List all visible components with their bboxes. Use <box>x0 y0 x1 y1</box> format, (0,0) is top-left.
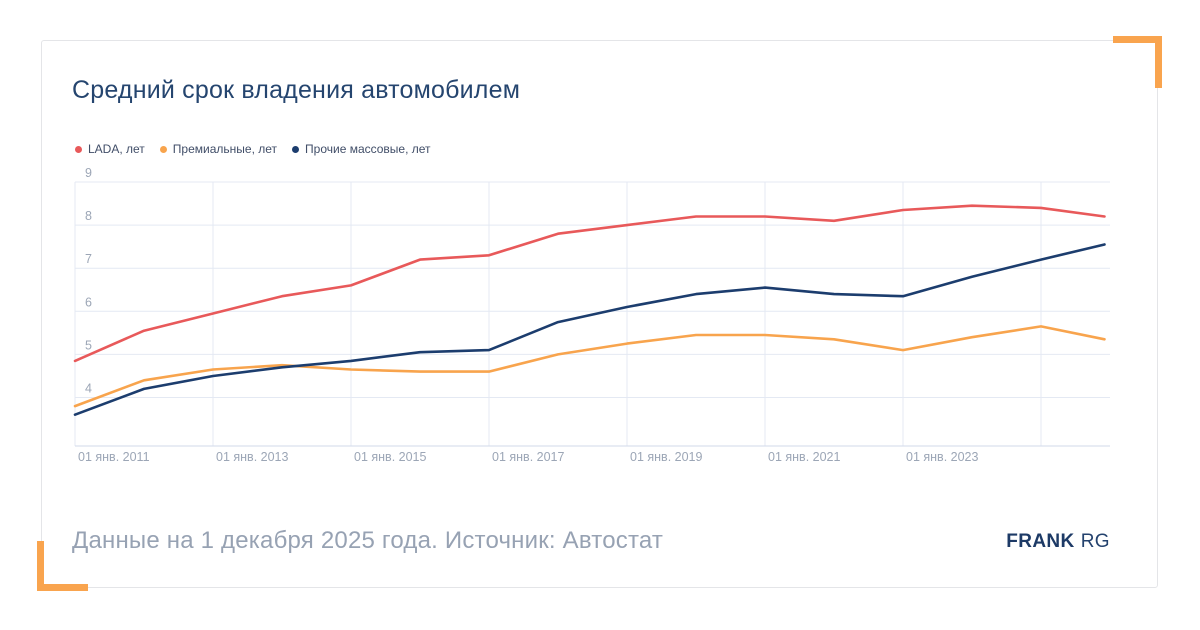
gridlines <box>74 181 1110 447</box>
svg-text:8: 8 <box>85 209 92 223</box>
legend-item-lada: LADA, лет <box>75 142 145 156</box>
corner-bracket-bottom-left <box>37 541 88 591</box>
chart-lines <box>73 204 1106 417</box>
svg-text:4: 4 <box>85 382 92 396</box>
legend-label: Прочие массовые, лет <box>305 142 431 156</box>
svg-text:01 янв. 2013: 01 янв. 2013 <box>216 450 288 464</box>
chart-legend: LADA, лет Премиальные, лет Прочие массов… <box>75 142 431 156</box>
svg-text:5: 5 <box>85 338 92 352</box>
legend-dot-premium-icon <box>159 145 167 153</box>
x-axis-labels: 01 янв. 2011 01 янв. 2013 01 янв. 2015 01 я… <box>78 450 978 464</box>
corner-bracket-top-right <box>1113 36 1162 88</box>
logo-frank: FRANK <box>1006 531 1075 552</box>
svg-text:9: 9 <box>85 166 92 180</box>
svg-text:01 янв. 2017: 01 янв. 2017 <box>492 450 564 464</box>
logo-rg: RG <box>1080 531 1110 552</box>
svg-text:6: 6 <box>85 295 92 309</box>
page-title: Средний срок владения автомобилем <box>72 76 521 104</box>
frank-rg-logo: FRANK RG <box>1006 531 1110 553</box>
legend-item-mass: Прочие массовые, лет <box>292 142 431 156</box>
svg-text:01 янв. 2019: 01 янв. 2019 <box>630 450 702 464</box>
legend-label: Премиальные, лет <box>172 142 278 156</box>
svg-text:01 янв. 2023: 01 янв. 2023 <box>906 450 978 464</box>
svg-text:01 янв. 2015: 01 янв. 2015 <box>354 450 426 464</box>
footer-note: Данные на 1 декабря 2025 года. Источник:… <box>72 527 664 554</box>
legend-dot-lada-icon <box>75 145 82 153</box>
legend-item-premium: Премиальные, лет <box>159 142 278 156</box>
legend-dot-mass-icon <box>292 145 300 153</box>
y-axis-labels: 4 5 6 7 8 9 <box>85 166 92 396</box>
legend-label: LADA, лет <box>88 142 145 156</box>
svg-text:01 янв. 2021: 01 янв. 2021 <box>768 450 840 464</box>
svg-text:7: 7 <box>85 252 92 266</box>
svg-text:01 янв. 2011: 01 янв. 2011 <box>78 450 150 464</box>
